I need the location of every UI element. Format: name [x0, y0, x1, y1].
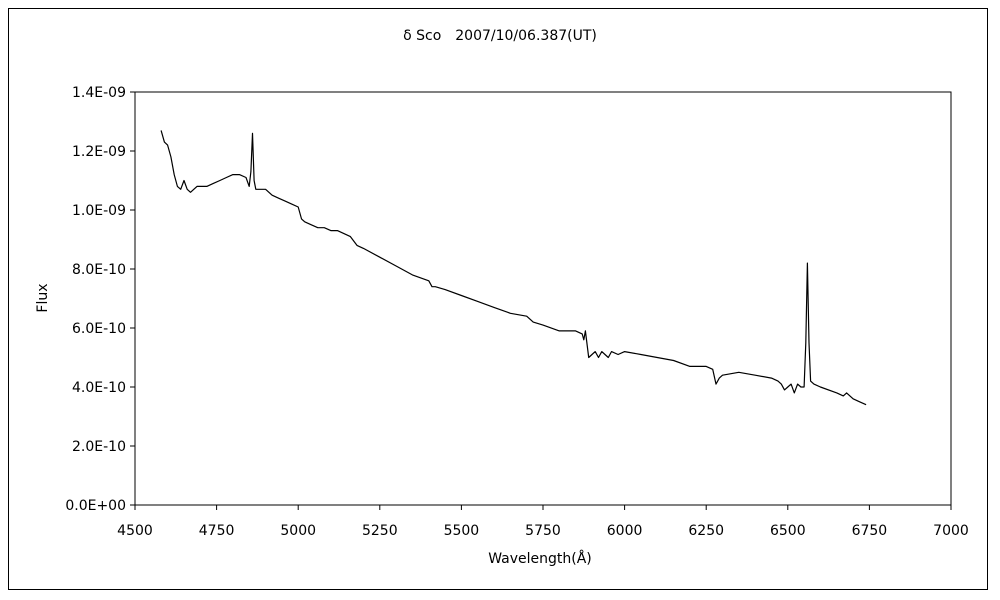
x-tick-label: 6250	[688, 523, 724, 539]
plot-area	[134, 91, 952, 506]
x-tick-label: 5750	[525, 523, 561, 539]
x-tick-label: 7000	[933, 523, 969, 539]
x-axis-label: Wavelength(Å)	[488, 550, 592, 567]
y-axis: 0.0E+00 2.0E-10 4.0E-10 6.0E-10 8.0E-10 1.0E-…	[65, 85, 135, 514]
y-tick-label: 1.2E-09	[72, 144, 126, 160]
y-tick-label: 6.0E-10	[72, 321, 126, 337]
x-tick-label: 4750	[199, 523, 235, 539]
y-tick-label: 4.0E-10	[72, 380, 126, 396]
x-tick-label: 5000	[280, 523, 316, 539]
chart-title: δ Sco 2007/10/06.387(UT)	[403, 28, 597, 44]
x-axis: 4500 4750 5000 5250 5500 5750 6000 6250 6500 6750…	[117, 505, 969, 539]
y-axis-label: Flux	[35, 283, 51, 312]
y-tick-label: 2.0E-10	[72, 439, 126, 455]
flux-series-line	[160, 130, 867, 406]
x-tick-label: 6500	[770, 523, 806, 539]
x-tick-label: 6750	[852, 523, 888, 539]
y-tick-label: 1.4E-09	[72, 85, 126, 101]
y-tick-label: 0.0E+00	[65, 498, 126, 514]
x-tick-label: 5250	[362, 523, 398, 539]
y-tick-label: 1.0E-09	[72, 203, 126, 219]
x-tick-label: 5500	[444, 523, 480, 539]
y-tick-label: 8.0E-10	[72, 262, 126, 278]
x-tick-label: 6000	[607, 523, 643, 539]
x-tick-label: 4500	[117, 523, 153, 539]
